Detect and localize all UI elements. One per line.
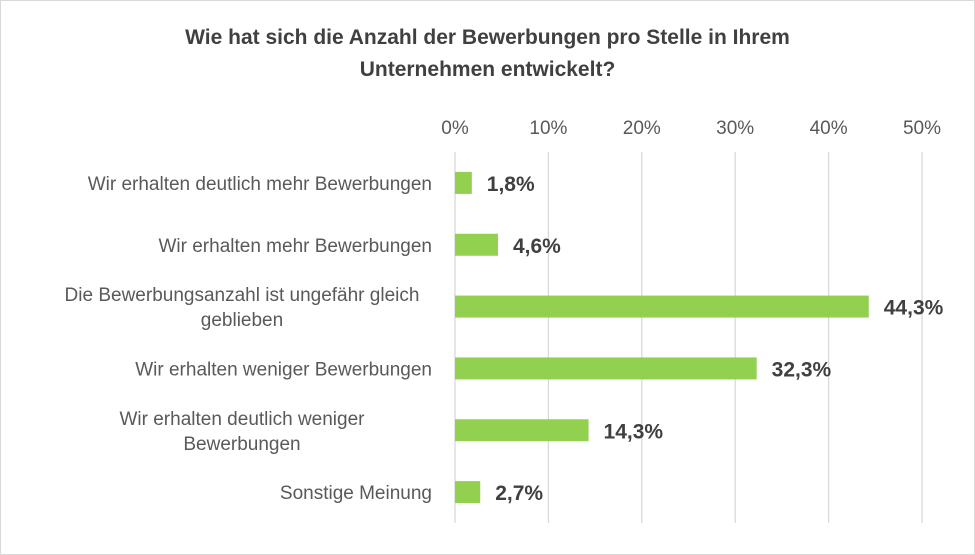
chart-title-line-1: Wie hat sich die Anzahl der Bewerbungen …: [185, 26, 790, 49]
category-label-3: Die Bewerbungsanzahl ist ungefähr gleich…: [65, 285, 420, 331]
data-label-5: 14,3%: [604, 420, 664, 443]
data-label-2: 4,6%: [513, 235, 561, 258]
data-label-6: 2,7%: [495, 482, 543, 505]
category-label-1: Wir erhalten deutlich mehr Bewerbungen: [88, 174, 432, 195]
bar-3: [455, 295, 869, 318]
category-label-line: Wir erhalten deutlich weniger: [119, 409, 365, 430]
chart-title-line-2: Unternehmen entwickelt?: [359, 58, 616, 81]
category-label-6: Sonstige Meinung: [280, 483, 432, 504]
data-label-3: 44,3%: [884, 297, 944, 320]
data-label-4: 32,3%: [772, 358, 832, 381]
category-label-line: Wir erhalten weniger Bewerbungen: [135, 359, 432, 380]
category-label-4: Wir erhalten weniger Bewerbungen: [135, 359, 432, 380]
chart-title: Wie hat sich die Anzahl der Bewerbungen …: [0, 22, 975, 86]
bar-1: [455, 171, 472, 194]
bar-6: [455, 481, 481, 504]
x-tick-label-10: 10%: [529, 118, 567, 139]
x-tick-label-30: 30%: [716, 118, 754, 139]
x-tick-label-40: 40%: [810, 118, 848, 139]
category-label-2: Wir erhalten mehr Bewerbungen: [158, 236, 432, 257]
category-label-5: Wir erhalten deutlich weniger Bewerbungen: [119, 409, 365, 455]
category-label-line: Die Bewerbungsanzahl ist ungefähr gleich: [65, 285, 420, 306]
category-label-line: Wir erhalten deutlich mehr Bewerbungen: [88, 174, 432, 195]
category-label-line: Bewerbungen: [183, 434, 300, 455]
x-tick-label-50: 50%: [903, 118, 941, 139]
x-tick-label-20: 20%: [623, 118, 661, 139]
bar-2: [455, 233, 498, 256]
x-tick-label-0: 0%: [441, 118, 469, 139]
category-label-line: Sonstige Meinung: [280, 483, 432, 504]
category-label-line: Wir erhalten mehr Bewerbungen: [158, 236, 432, 257]
bar-5: [455, 419, 589, 442]
bar-4: [455, 357, 757, 380]
data-label-1: 1,8%: [487, 173, 535, 196]
category-label-line: geblieben: [201, 310, 283, 331]
